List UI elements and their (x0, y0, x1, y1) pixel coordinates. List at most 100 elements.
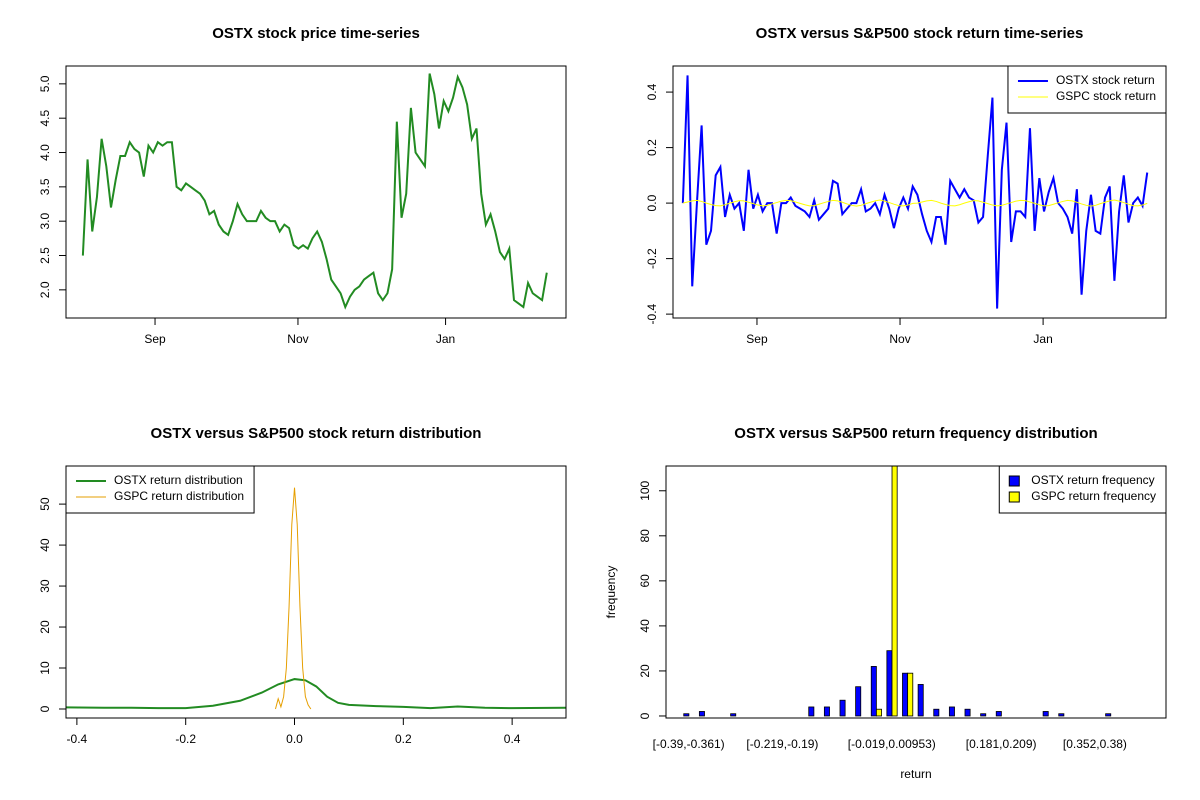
x-tick-label: -0.2 (175, 732, 196, 746)
y-tick-label: 40 (638, 619, 652, 633)
bar (870, 666, 877, 717)
x-tick-label: 0.4 (504, 732, 521, 746)
x-axis-label: return (900, 767, 931, 781)
plot-area (683, 466, 1112, 717)
y-tick-label: 0.0 (645, 194, 659, 211)
legend-frame (1007, 65, 1167, 114)
plot-frame (65, 465, 567, 719)
y-axis-label: frequency (604, 566, 618, 619)
y-tick-label: 30 (38, 579, 52, 593)
bar (917, 684, 924, 717)
y-tick-label: 3.0 (38, 213, 52, 230)
line-series (682, 199, 1148, 207)
legend-label: GSPC return frequency (1031, 489, 1156, 503)
y-tick-label: -0.2 (645, 248, 659, 269)
y-tick-label: 0.2 (645, 139, 659, 156)
x-tick-label: Jan (436, 332, 455, 346)
line-series (81, 73, 548, 310)
x-tick-label: Sep (144, 332, 166, 346)
y-tick-label: 0 (38, 705, 52, 712)
y-tick-label: 3.5 (38, 178, 52, 195)
bar (839, 699, 846, 717)
panel-title: OSTX versus S&P500 stock return time-ser… (756, 25, 1084, 42)
x-tick-label: [-0.219,-0.19) (746, 737, 818, 751)
x-tick-label: [-0.019,0.00953) (848, 737, 936, 751)
panel: OSTX versus S&P500 return frequency dist… (604, 425, 1167, 781)
legend: OSTX return frequency GSPC return frequen… (998, 465, 1167, 514)
bar (886, 650, 893, 717)
legend-frame (65, 465, 255, 514)
legend-label: OSTX stock return (1056, 73, 1155, 87)
plot-area (81, 73, 548, 310)
legend: OSTX return distribution GSPC return dist… (65, 465, 255, 514)
bar (964, 708, 971, 717)
panel: OSTX stock price time-series 2.0 2.5 3.0 3.5… (38, 25, 567, 346)
panel-title: OSTX versus S&P500 return frequency dist… (734, 425, 1097, 442)
y-tick-label: 80 (638, 529, 652, 543)
legend-label: GSPC stock return (1056, 89, 1156, 103)
plot-area (681, 75, 1149, 309)
bar (948, 706, 955, 717)
y-tick-label: 0 (638, 712, 652, 719)
panel: OSTX versus S&P500 stock return distribu… (38, 425, 567, 746)
y-tick-label: 2.0 (38, 281, 52, 298)
legend-frame (998, 465, 1167, 514)
y-tick-label: -0.4 (645, 303, 659, 324)
y-tick-label: 4.0 (38, 144, 52, 161)
bar (808, 706, 815, 717)
legend-label: OSTX return distribution (114, 473, 243, 487)
y-tick-label: 5.0 (38, 75, 52, 92)
y-tick-label: 60 (638, 574, 652, 588)
y-tick-label: 100 (638, 480, 652, 500)
bar (980, 713, 987, 717)
x-tick-label: Sep (746, 332, 768, 346)
panel: OSTX versus S&P500 stock return time-ser… (645, 25, 1167, 346)
legend-swatch (1008, 491, 1020, 503)
y-tick-label: 0.4 (645, 83, 659, 100)
plot-frame (65, 65, 567, 319)
panel-title: OSTX stock price time-series (212, 25, 420, 42)
bar (1058, 713, 1065, 717)
y-tick-label: 10 (38, 661, 52, 675)
legend-label: OSTX return frequency (1031, 473, 1154, 487)
x-tick-label: Nov (889, 332, 910, 346)
y-tick-label: 4.5 (38, 110, 52, 127)
x-tick-label: [0.181,0.209) (966, 737, 1037, 751)
line-series (66, 678, 566, 710)
bar (1105, 713, 1112, 717)
bar (995, 711, 1002, 717)
line-series (681, 75, 1149, 309)
plot-frame (672, 65, 1167, 319)
x-tick-label: Jan (1033, 332, 1052, 346)
bar (875, 708, 882, 717)
plot-area (66, 487, 566, 710)
bar (730, 713, 737, 717)
bar (902, 672, 909, 717)
y-tick-label: 50 (38, 497, 52, 511)
x-tick-label: [0.352,0.38) (1063, 737, 1127, 751)
y-tick-label: 20 (638, 664, 652, 678)
y-tick-label: 2.5 (38, 247, 52, 264)
x-tick-label: Nov (287, 332, 308, 346)
y-tick-label: 20 (38, 620, 52, 634)
bar (1042, 711, 1049, 717)
bar (683, 713, 690, 717)
x-tick-label: -0.4 (67, 732, 88, 746)
bar (698, 711, 705, 717)
legend: OSTX stock return GSPC stock return (1007, 65, 1167, 114)
plot-frame (665, 465, 1167, 719)
x-tick-label: 0.2 (395, 732, 412, 746)
bar (907, 672, 914, 717)
panel-title: OSTX versus S&P500 stock return distribu… (151, 425, 482, 442)
bar (891, 466, 898, 717)
legend-label: GSPC return distribution (114, 489, 244, 503)
bar (933, 708, 940, 717)
y-tick-label: 40 (38, 538, 52, 552)
x-tick-label: 0.0 (286, 732, 303, 746)
line-series (274, 487, 312, 710)
legend-swatch (1008, 475, 1020, 487)
bar (823, 706, 830, 717)
bar (855, 686, 862, 717)
x-tick-label: [-0.39,-0.361) (653, 737, 725, 751)
